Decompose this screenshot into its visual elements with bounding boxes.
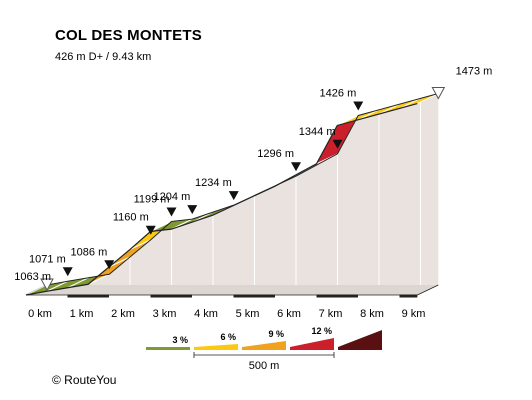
elevation-label: 1086 m — [71, 246, 108, 258]
surface-stripe — [378, 103, 400, 115]
copyright-notice: © RouteYou — [52, 373, 117, 387]
elevation-marker — [104, 260, 115, 270]
elevation-label: 1426 m — [320, 87, 357, 99]
elevation-label: 1063 m — [14, 271, 51, 283]
legend-label: 9 % — [268, 329, 284, 339]
elevation-label: 1344 m — [299, 126, 336, 138]
elevation-label: 1296 m — [257, 148, 294, 160]
elevation-marker — [166, 207, 177, 217]
profile-base-slab — [26, 285, 439, 295]
legend-swatch — [242, 341, 286, 350]
legend-swatch — [194, 344, 238, 350]
km-tick-label: 3 km — [153, 308, 177, 320]
km-tick-label: 6 km — [277, 308, 301, 320]
elevation-label: 1160 m — [113, 212, 149, 224]
km-tick-label: 7 km — [319, 308, 343, 320]
elevation-marker — [40, 278, 54, 292]
elevation-label: 1234 m — [195, 177, 232, 189]
ridge-front-line — [25, 102, 418, 296]
km-tick-label: 8 km — [360, 308, 384, 320]
surface-stripe — [150, 221, 172, 232]
surface-stripe — [108, 256, 131, 268]
surface-stripe — [88, 273, 110, 285]
km-tick-label: 5 km — [236, 308, 260, 320]
surface-stripe — [129, 239, 151, 251]
elevation-marker — [145, 225, 156, 235]
surface-stripe — [337, 115, 359, 126]
legend-swatch — [146, 347, 190, 350]
elevation-label: 1199 m — [134, 193, 170, 205]
legend-label: 6 % — [220, 332, 236, 342]
km-tick-label: 9 km — [402, 308, 426, 320]
profile-side-wall — [47, 93, 439, 285]
elevation-marker — [353, 101, 364, 111]
elevation-label: 1071 m — [29, 253, 66, 265]
legend-label: 12 % — [311, 326, 332, 336]
legend-swatch — [290, 338, 334, 350]
legend-scale-label: 500 m — [249, 360, 280, 372]
km-tick-label: 4 km — [194, 308, 218, 320]
legend-label: 3 % — [172, 335, 188, 345]
elevation-marker — [187, 205, 198, 215]
elevation-marker — [62, 267, 73, 277]
surface-stripe — [46, 280, 68, 292]
elevation-marker — [332, 139, 343, 149]
elevation-label: 1473 m — [456, 66, 493, 78]
ridge-back-line — [46, 93, 439, 286]
km-tick-label: 2 km — [111, 308, 135, 320]
chart-subtitle: 426 m D+ / 9.43 km — [55, 51, 152, 63]
surface-stripe — [399, 97, 421, 109]
elevation-marker — [228, 191, 239, 201]
elevation-label: 1204 m — [154, 191, 191, 203]
km-axis-end — [417, 284, 439, 296]
elevation-marker — [431, 87, 446, 100]
chart-title: COL DES MONTETS — [55, 27, 202, 44]
elevation-marker — [291, 162, 301, 172]
surface-stripe — [67, 277, 89, 289]
legend-swatch — [338, 330, 382, 350]
km-tick-label: 0 km — [28, 308, 52, 320]
surface-stripe — [357, 109, 380, 121]
km-tick-label: 1 km — [70, 308, 94, 320]
